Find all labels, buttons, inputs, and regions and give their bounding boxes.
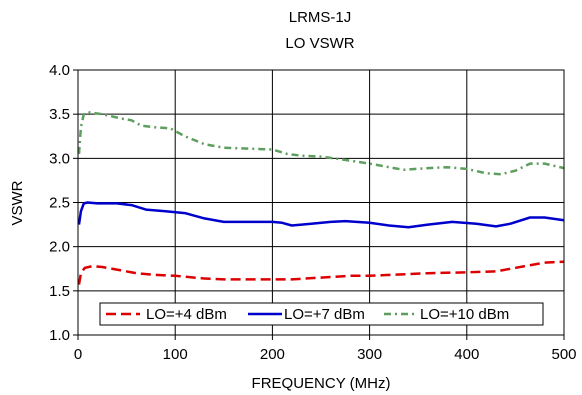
series-line-2 — [77, 201, 565, 229]
x-tick-label: 400 — [454, 346, 479, 363]
series-line-3 — [77, 111, 565, 176]
legend: LO=+4 dBm LO=+7 dBm LO=+10 dBm — [99, 302, 544, 326]
plot-border — [77, 69, 565, 336]
x-axis-label: FREQUENCY (MHz) — [252, 375, 391, 392]
y-tick-label: 2.5 — [49, 195, 70, 212]
y-axis-label: VSWR — [9, 180, 26, 225]
y-tick-label: 3.5 — [49, 106, 70, 123]
y-tick-labels: 1.0 1.5 2.0 2.5 3.0 3.5 4.0 — [49, 62, 70, 344]
grid-lines — [73, 69, 565, 340]
legend-label-3: LO=+10 dBm — [420, 306, 509, 323]
x-tick-labels: 0 100 200 300 400 500 — [74, 346, 577, 363]
y-tick-label: 2.0 — [49, 239, 70, 256]
y-tick-label: 1.5 — [49, 283, 70, 300]
series-line-1 — [77, 260, 565, 285]
x-tick-label: 500 — [551, 346, 576, 363]
x-tick-label: 300 — [357, 346, 382, 363]
legend-label-1: LO=+4 dBm — [146, 306, 227, 323]
series-layer — [77, 111, 565, 285]
y-tick-label: 4.0 — [49, 62, 70, 79]
x-tick-label: 0 — [74, 346, 82, 363]
y-tick-label: 3.0 — [49, 150, 70, 167]
legend-label-2: LO=+7 dBm — [284, 306, 365, 323]
x-tick-label: 200 — [260, 346, 285, 363]
chart-title: LRMS-1J — [289, 9, 352, 26]
chart-subtitle: LO VSWR — [285, 35, 354, 52]
y-tick-label: 1.0 — [49, 327, 70, 344]
x-tick-label: 100 — [163, 346, 188, 363]
legend-box — [99, 302, 544, 326]
